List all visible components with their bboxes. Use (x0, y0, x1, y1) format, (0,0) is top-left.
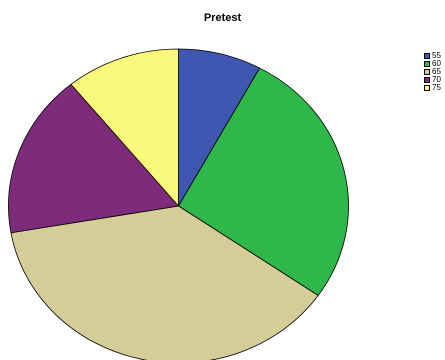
legend-swatch-70 (424, 77, 430, 83)
legend-swatch-75 (424, 85, 430, 91)
legend-item-70: 70 (424, 76, 441, 84)
legend-item-75: 75 (424, 84, 441, 92)
legend-swatch-65 (424, 69, 430, 75)
legend-label-60: 60 (432, 59, 441, 68)
chart-title: Pretest (203, 12, 242, 24)
legend-swatch-55 (424, 53, 430, 59)
legend-label-75: 75 (432, 83, 441, 92)
legend-item-65: 65 (424, 68, 441, 76)
legend-item-55: 55 (424, 52, 441, 60)
legend-label-55: 55 (432, 51, 441, 60)
legend: 55 60 65 70 75 (424, 52, 441, 92)
legend-item-60: 60 (424, 60, 441, 68)
pie-slice-75 (70, 48, 179, 207)
pie-slice-65 (10, 205, 319, 360)
pie-slice-70 (8, 83, 179, 234)
legend-label-65: 65 (432, 67, 441, 76)
legend-swatch-60 (424, 61, 430, 67)
pie-slice-60 (178, 67, 349, 296)
legend-label-70: 70 (432, 75, 441, 84)
